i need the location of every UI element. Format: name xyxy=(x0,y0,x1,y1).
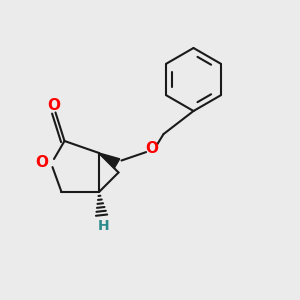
Polygon shape xyxy=(99,153,120,168)
Text: O: O xyxy=(35,155,48,170)
Text: O: O xyxy=(145,141,158,156)
Text: O: O xyxy=(47,98,61,113)
Text: H: H xyxy=(98,219,109,232)
